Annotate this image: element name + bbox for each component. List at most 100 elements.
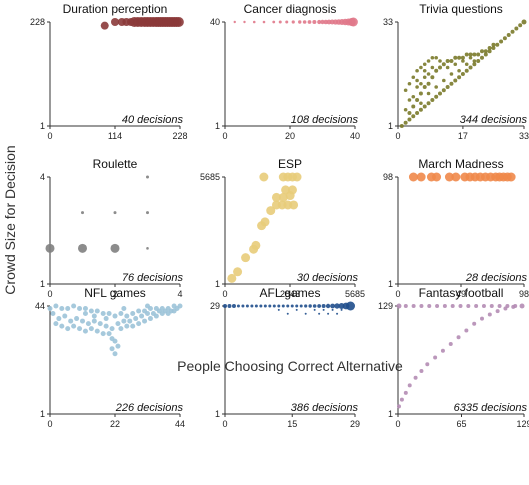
data-point <box>457 55 462 60</box>
panel-5: March Madness 0 49 98 1 98 28 decisions <box>383 157 529 299</box>
data-point <box>430 98 435 102</box>
data-point <box>56 316 62 322</box>
data-point <box>121 306 127 312</box>
data-point <box>82 311 88 317</box>
data-point <box>419 368 424 373</box>
data-point <box>118 311 124 317</box>
data-point <box>419 101 423 106</box>
data-point <box>449 59 454 63</box>
data-point <box>432 172 442 182</box>
panel-2: Trivia questions 0 17 33 1 33 344 decisions <box>383 2 529 141</box>
y-tick-label: 228 <box>30 17 45 27</box>
data-point <box>53 321 59 327</box>
data-point <box>415 85 419 89</box>
data-point <box>327 312 330 315</box>
data-point <box>458 304 463 308</box>
data-point <box>312 20 317 24</box>
data-point <box>299 304 303 308</box>
y-tick-label: 33 <box>383 17 393 27</box>
data-point <box>495 309 500 314</box>
x-tick-label: 2 <box>112 289 117 299</box>
x-tick-label: 15 <box>287 419 297 429</box>
data-point <box>302 20 307 24</box>
panel-title: NFL games <box>84 286 146 300</box>
data-point <box>407 81 412 86</box>
data-point <box>340 308 343 311</box>
data-point <box>68 318 74 324</box>
data-point <box>411 104 416 109</box>
x-tick-label: 0 <box>222 419 227 429</box>
data-point <box>442 78 446 83</box>
data-point <box>464 328 469 333</box>
data-point <box>464 52 469 57</box>
data-point <box>346 301 356 311</box>
x-tick-label: 0 <box>222 289 227 299</box>
data-point <box>448 341 453 346</box>
panel-4: ESP 0 2843 5685 1 5685 30 decisions <box>200 157 365 299</box>
data-point <box>503 306 508 311</box>
data-point <box>445 59 450 63</box>
data-point <box>415 68 419 73</box>
data-point <box>233 267 243 277</box>
x-tick-label: 49 <box>456 289 466 299</box>
data-point <box>241 304 245 308</box>
y-tick-label: 4 <box>40 172 45 182</box>
x-tick-label: 129 <box>516 419 529 429</box>
data-point <box>146 211 149 215</box>
data-point <box>103 323 109 329</box>
data-point <box>285 20 289 24</box>
data-point <box>422 62 427 67</box>
data-point <box>476 59 481 63</box>
panel-title: AFL games <box>260 286 321 300</box>
data-point <box>453 62 458 67</box>
data-point <box>451 172 461 182</box>
data-point <box>88 308 94 314</box>
data-point <box>304 304 308 308</box>
data-point <box>396 404 401 409</box>
data-point <box>411 75 416 80</box>
data-point <box>290 304 294 308</box>
data-point <box>100 21 109 30</box>
data-point <box>59 306 65 312</box>
data-point <box>254 304 258 308</box>
panel-title: Roulette <box>93 157 138 171</box>
data-point <box>278 192 288 202</box>
data-point <box>115 343 121 349</box>
y-tick-label: 129 <box>378 301 393 311</box>
data-point <box>139 313 145 319</box>
y-tick-label: 1 <box>388 279 393 289</box>
x-tick-label: 0 <box>47 419 52 429</box>
data-point <box>85 321 91 327</box>
data-point <box>250 304 254 308</box>
x-tick-label: 114 <box>108 131 122 141</box>
panel-annotation: 386 decisions <box>291 402 359 414</box>
data-point <box>483 49 488 54</box>
data-point <box>441 88 446 93</box>
data-point <box>286 304 290 308</box>
data-point <box>472 321 477 326</box>
data-point <box>408 172 418 182</box>
data-point <box>298 20 302 24</box>
data-point <box>433 355 438 360</box>
x-tick-label: 0 <box>395 289 400 299</box>
data-point <box>118 326 124 332</box>
x-tick-label: 5685 <box>345 289 365 299</box>
panel-annotation: 226 decisions <box>115 402 184 414</box>
panel-annotation: 76 decisions <box>122 272 184 284</box>
y-tick-label: 1 <box>40 121 45 131</box>
data-point <box>416 172 426 182</box>
x-tick-label: 17 <box>458 131 468 141</box>
data-point <box>94 308 100 314</box>
data-point <box>466 304 471 308</box>
data-point <box>266 206 276 216</box>
data-point <box>53 303 59 309</box>
data-point <box>399 397 404 402</box>
data-point <box>403 390 408 395</box>
x-tick-label: 98 <box>519 289 529 299</box>
data-point <box>77 306 83 312</box>
y-axis-label: Crowd Size for Decision <box>2 145 18 294</box>
data-point <box>251 240 261 250</box>
data-point <box>65 306 71 312</box>
x-tick-label: 40 <box>350 131 360 141</box>
data-point <box>419 65 423 70</box>
